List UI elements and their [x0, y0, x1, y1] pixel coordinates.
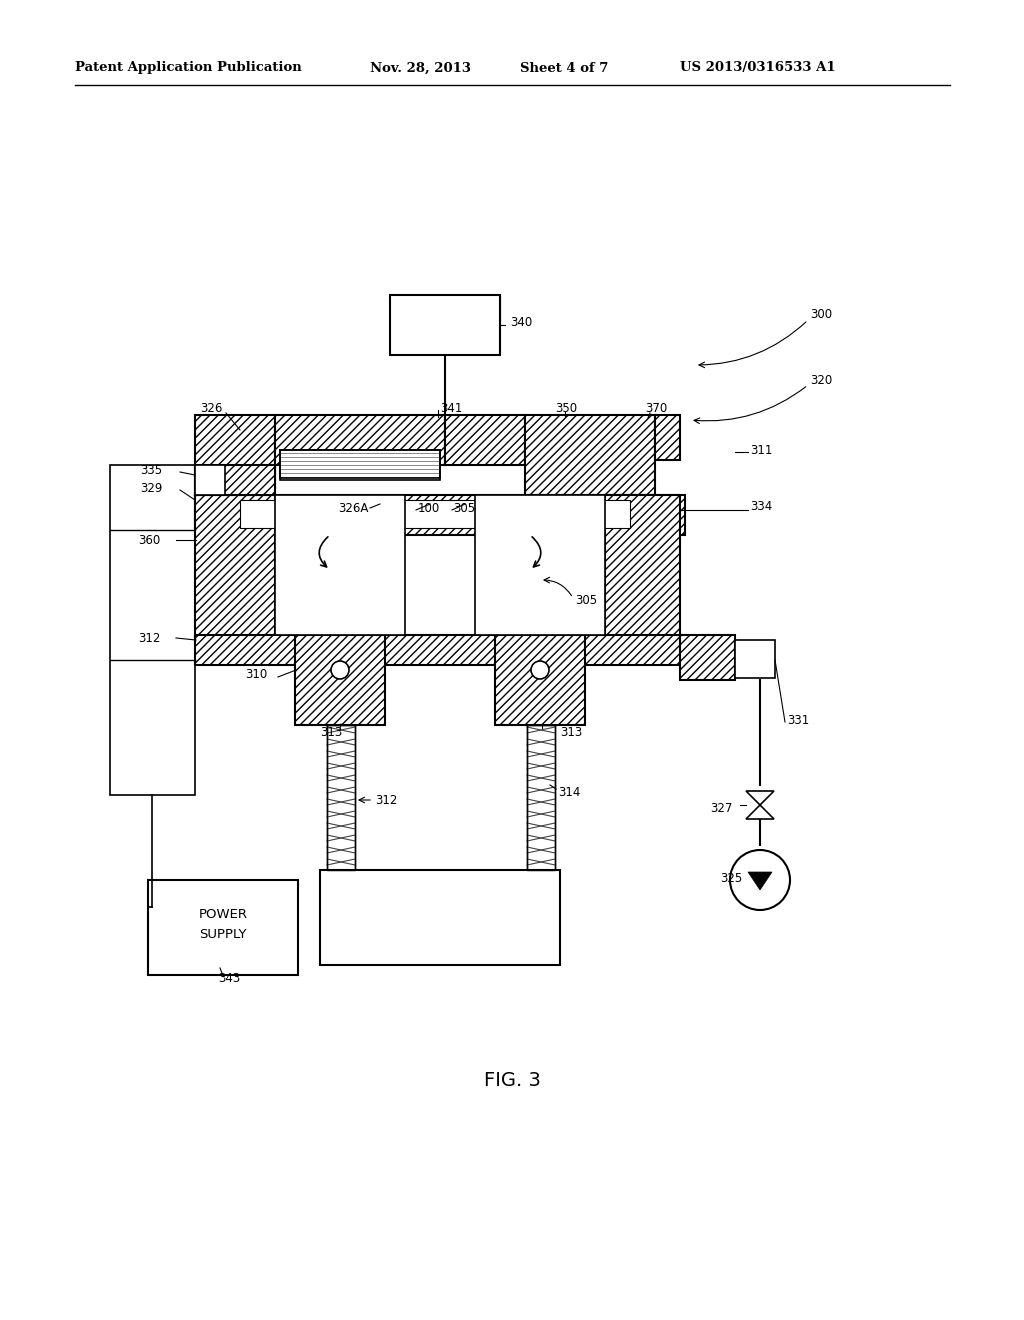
Bar [605, 495, 680, 640]
Text: 305: 305 [453, 502, 475, 515]
Text: Nov. 28, 2013: Nov. 28, 2013 [370, 62, 471, 74]
Bar [525, 414, 655, 495]
Bar [280, 450, 440, 478]
Bar [445, 414, 525, 465]
Text: 341: 341 [440, 401, 463, 414]
Bar [527, 725, 555, 870]
Bar [475, 495, 605, 635]
Text: 350: 350 [555, 401, 578, 414]
Bar [319, 870, 560, 965]
Text: POWER: POWER [199, 908, 248, 921]
Text: 335: 335 [140, 463, 162, 477]
Text: 360: 360 [138, 533, 160, 546]
Polygon shape [748, 873, 772, 890]
Bar [327, 725, 355, 870]
Text: FIG. 3: FIG. 3 [483, 1071, 541, 1089]
Text: 100: 100 [418, 502, 440, 515]
Text: 326A: 326A [338, 502, 369, 515]
Bar [240, 500, 630, 528]
Text: 314: 314 [558, 787, 581, 800]
Text: 327: 327 [710, 801, 732, 814]
Text: US 2013/0316533 A1: US 2013/0316533 A1 [680, 62, 836, 74]
Bar [148, 880, 298, 975]
Bar [655, 414, 680, 459]
Bar [195, 414, 275, 495]
Text: 326: 326 [200, 401, 222, 414]
Bar [280, 450, 440, 480]
Bar [327, 725, 355, 870]
Circle shape [331, 661, 349, 678]
Text: Sheet 4 of 7: Sheet 4 of 7 [520, 62, 608, 74]
Bar [735, 640, 775, 678]
Polygon shape [746, 791, 774, 818]
Circle shape [531, 661, 549, 678]
Bar [390, 294, 500, 355]
Bar [195, 495, 685, 535]
Bar [195, 465, 225, 495]
Text: 313: 313 [319, 726, 342, 738]
Text: 325: 325 [720, 871, 742, 884]
Bar [195, 495, 275, 640]
Text: 305: 305 [575, 594, 597, 606]
Bar [275, 414, 445, 465]
Bar [275, 495, 406, 635]
Text: 312: 312 [138, 631, 161, 644]
Bar [295, 635, 385, 725]
Text: 334: 334 [750, 500, 772, 513]
Bar [110, 465, 195, 795]
Text: 320: 320 [810, 374, 833, 387]
Circle shape [730, 850, 790, 909]
Text: 300: 300 [810, 309, 833, 322]
Text: Patent Application Publication: Patent Application Publication [75, 62, 302, 74]
Text: 313: 313 [560, 726, 583, 738]
Text: 340: 340 [510, 315, 532, 329]
Text: 331: 331 [787, 714, 809, 726]
Bar [195, 465, 275, 495]
Text: 370: 370 [645, 401, 668, 414]
Bar [527, 725, 555, 870]
Text: 312: 312 [375, 793, 397, 807]
Text: 310: 310 [245, 668, 267, 681]
Text: SUPPLY: SUPPLY [200, 928, 247, 941]
Text: 311: 311 [750, 444, 772, 457]
Text: 329: 329 [140, 482, 163, 495]
Bar [680, 635, 735, 680]
Bar [195, 635, 685, 665]
Bar [495, 635, 585, 725]
Text: 343: 343 [218, 972, 241, 985]
